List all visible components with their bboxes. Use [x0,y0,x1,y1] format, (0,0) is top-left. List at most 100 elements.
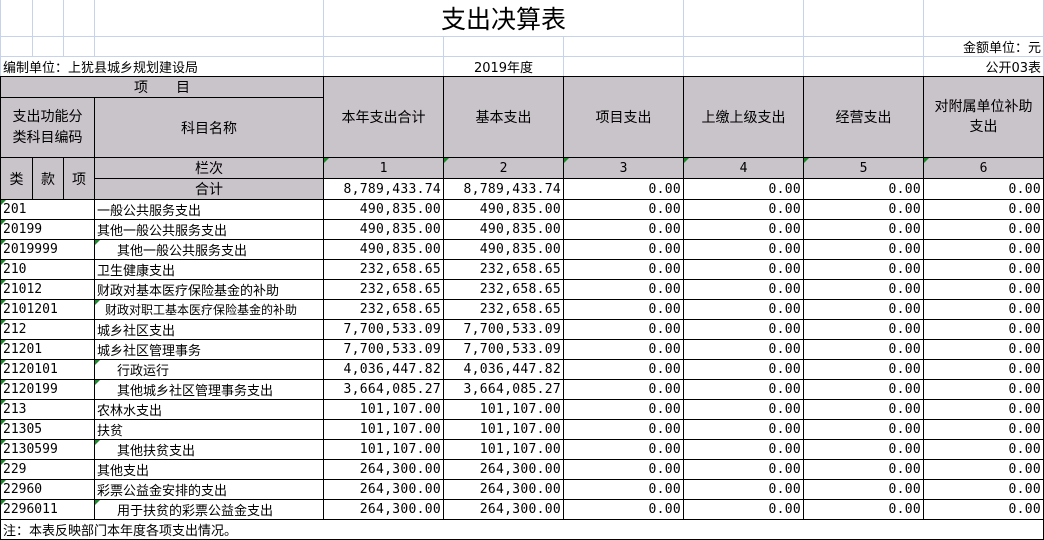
row-value[interactable]: 0.00 [683,359,804,380]
row-value[interactable]: 0.00 [563,199,684,220]
header-col-6[interactable]: 对附属单位补助支出 [923,76,1044,158]
row-value[interactable]: 0.00 [563,279,684,300]
row-value[interactable]: 0.00 [683,199,804,220]
row-value[interactable]: 0.00 [803,439,924,460]
row-value[interactable]: 0.00 [923,239,1044,260]
row-value[interactable]: 0.00 [563,379,684,400]
header-col-5[interactable]: 经营支出 [803,76,924,158]
row-value[interactable]: 490,835.00 [323,239,444,260]
row-value[interactable]: 0.00 [923,359,1044,380]
row-value[interactable]: 232,658.65 [443,259,564,280]
row-value[interactable]: 264,300.00 [323,479,444,500]
row-name[interactable]: 城乡社区支出 [94,319,324,340]
cell[interactable] [683,36,804,57]
row-value[interactable]: 101,107.00 [443,399,564,420]
row-value[interactable]: 0.00 [683,239,804,260]
cell[interactable] [63,0,95,37]
row-value[interactable]: 101,107.00 [443,439,564,460]
row-value[interactable]: 101,107.00 [323,439,444,460]
row-value[interactable]: 264,300.00 [443,459,564,480]
row-value[interactable]: 0.00 [923,419,1044,440]
row-code[interactable]: 20199 [0,219,95,240]
row-value[interactable]: 0.00 [683,299,804,320]
row-value[interactable]: 0.00 [923,339,1044,360]
row-value[interactable]: 4,036,447.82 [323,359,444,380]
row-value[interactable]: 0.00 [803,359,924,380]
row-value[interactable]: 232,658.65 [323,279,444,300]
header-col-2[interactable]: 基本支出 [443,76,564,158]
row-name[interactable]: 彩票公益金安排的支出 [94,479,324,500]
row-value[interactable]: 0.00 [563,439,684,460]
row-value[interactable]: 7,700,533.09 [443,319,564,340]
row-code[interactable]: 2130599 [0,439,95,460]
row-value[interactable]: 0.00 [683,499,804,520]
row-value[interactable]: 0.00 [683,439,804,460]
header-col-3[interactable]: 项目支出 [563,76,684,158]
row-value[interactable]: 101,107.00 [323,399,444,420]
row-value[interactable]: 0.00 [683,339,804,360]
row-value[interactable]: 0.00 [683,259,804,280]
row-code[interactable]: 213 [0,399,95,420]
row-value[interactable]: 0.00 [923,299,1044,320]
row-value[interactable]: 0.00 [563,339,684,360]
row-value[interactable]: 490,835.00 [443,219,564,240]
row-value[interactable]: 0.00 [683,419,804,440]
row-value[interactable]: 264,300.00 [323,459,444,480]
cell[interactable] [563,36,684,57]
cell[interactable] [443,36,564,57]
row-value[interactable]: 0.00 [563,319,684,340]
cell[interactable] [63,36,95,57]
row-value[interactable]: 101,107.00 [443,419,564,440]
col-number-4[interactable]: 4 [683,157,804,179]
header-lei[interactable]: 类 [0,157,33,200]
row-code[interactable]: 210 [0,259,95,280]
row-value[interactable]: 0.00 [803,399,924,420]
row-value[interactable]: 3,664,085.27 [443,379,564,400]
header-item[interactable]: 项 目 [0,76,324,98]
total-value[interactable]: 0.00 [803,178,924,200]
row-value[interactable]: 0.00 [563,219,684,240]
cell[interactable] [803,0,924,37]
row-name[interactable]: 财政对基本医疗保险基金的补助 [94,279,324,300]
row-name[interactable]: 行政运行 [94,359,324,380]
cell[interactable] [323,56,444,77]
header-lanci[interactable]: 栏次 [94,157,324,179]
cell[interactable] [323,36,444,57]
row-value[interactable]: 264,300.00 [323,499,444,520]
row-code[interactable]: 229 [0,459,95,480]
row-value[interactable]: 264,300.00 [443,499,564,520]
row-value[interactable]: 0.00 [923,499,1044,520]
row-value[interactable]: 101,107.00 [323,419,444,440]
row-value[interactable]: 0.00 [683,479,804,500]
col-number-3[interactable]: 3 [563,157,684,179]
row-value[interactable]: 490,835.00 [443,199,564,220]
row-value[interactable]: 0.00 [923,439,1044,460]
header-xiang[interactable]: 项 [63,157,95,200]
row-name[interactable]: 一般公共服务支出 [94,199,324,220]
unit-label[interactable]: 金额单位：元 [923,36,1044,57]
row-code[interactable]: 212 [0,319,95,340]
total-value[interactable]: 8,789,433.74 [323,178,444,200]
total-value[interactable]: 0.00 [563,178,684,200]
row-value[interactable]: 0.00 [683,459,804,480]
row-value[interactable]: 0.00 [563,399,684,420]
row-code[interactable]: 22960 [0,479,95,500]
row-value[interactable]: 264,300.00 [443,479,564,500]
row-value[interactable]: 0.00 [803,459,924,480]
row-value[interactable]: 490,835.00 [323,219,444,240]
row-value[interactable]: 3,664,085.27 [323,379,444,400]
year-label[interactable]: 2019年度 [443,56,564,77]
row-value[interactable]: 0.00 [563,259,684,280]
row-name[interactable]: 农林水支出 [94,399,324,420]
header-col-4[interactable]: 上缴上级支出 [683,76,804,158]
col-number-6[interactable]: 6 [923,157,1044,179]
row-value[interactable]: 7,700,533.09 [323,339,444,360]
col-number-2[interactable]: 2 [443,157,564,179]
row-value[interactable]: 0.00 [803,319,924,340]
row-value[interactable]: 490,835.00 [323,199,444,220]
row-value[interactable]: 4,036,447.82 [443,359,564,380]
row-code[interactable]: 2019999 [0,239,95,260]
row-value[interactable]: 0.00 [563,459,684,480]
row-value[interactable]: 0.00 [803,239,924,260]
total-value[interactable]: 0.00 [923,178,1044,200]
